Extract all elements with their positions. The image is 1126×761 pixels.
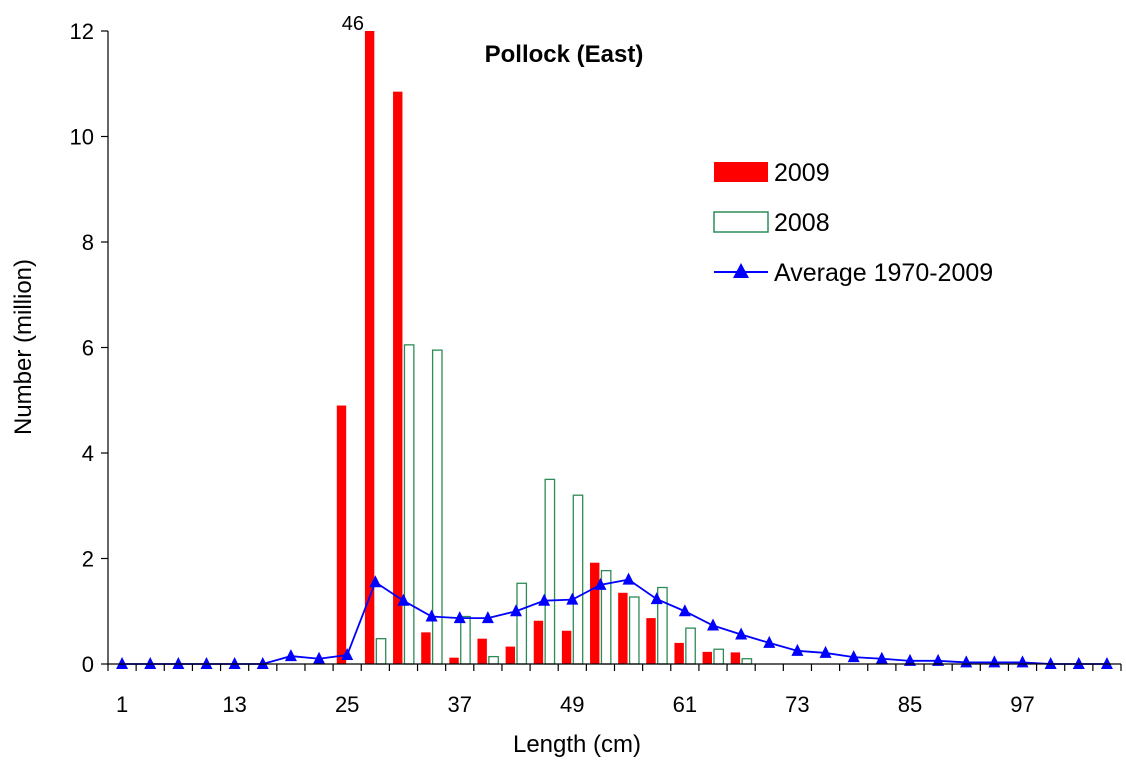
x-tick-label: 1 (116, 692, 128, 717)
y-tick-label: 2 (82, 547, 94, 572)
average-point-triangle-icon (566, 592, 579, 605)
bar-2009 (702, 651, 712, 664)
average-point-triangle-icon (369, 575, 382, 588)
bar-2009 (393, 91, 403, 665)
x-tick-label: 61 (673, 692, 697, 717)
bar-2008 (572, 494, 584, 665)
bar-2008 (516, 582, 528, 665)
ticks: 0 2 4 6 8 10 12 1 13 25 37 49 61 73 85 97 (70, 19, 1122, 717)
bar-2009 (533, 620, 544, 664)
average-point-triangle-icon (341, 648, 354, 661)
bar-2009 (730, 652, 741, 664)
legend-label-2009: 2009 (774, 159, 830, 187)
bar-2009 (364, 31, 375, 664)
average-point-triangle-icon (875, 651, 888, 664)
average-point-triangle-icon (172, 657, 185, 669)
series-2009-bars (336, 31, 741, 665)
average-point-triangle-icon (1016, 655, 1029, 668)
average-point-triangle-icon (622, 572, 635, 585)
bar-2008 (628, 596, 640, 665)
bar-2009 (449, 657, 459, 664)
bar-2008 (460, 615, 471, 665)
x-tick-label: 85 (898, 692, 922, 717)
average-point-triangle-icon (847, 650, 860, 663)
average-point-triangle-icon (538, 593, 551, 606)
average-point-triangle-icon (594, 577, 607, 590)
series-average-line (116, 572, 1113, 669)
legend-label-average: Average 1970-2009 (774, 259, 993, 287)
average-point-triangle-icon (284, 649, 297, 662)
average-point-triangle-icon (819, 645, 832, 658)
y-tick-label: 0 (82, 652, 94, 677)
average-point-triangle-icon (313, 651, 326, 664)
average-point-triangle-icon (1072, 657, 1085, 669)
bar-2009 (646, 618, 656, 664)
bar-2008 (741, 658, 753, 665)
bar-2009 (421, 632, 431, 664)
x-tick-label: 25 (335, 692, 359, 717)
bar-2009 (477, 638, 487, 664)
legend-label-2008: 2008 (774, 209, 830, 237)
average-point-triangle-icon (116, 657, 129, 669)
average-point-triangle-icon (425, 609, 438, 622)
y-tick-label: 4 (82, 441, 94, 466)
x-tick-label: 13 (222, 692, 246, 717)
average-point-triangle-icon (791, 643, 804, 656)
legend-marker-triangle-icon (733, 263, 749, 278)
y-tick-label: 8 (82, 230, 94, 255)
average-point-triangle-icon (481, 611, 494, 624)
chart-title: Pollock (East) (485, 41, 644, 68)
average-point-triangle-icon (453, 611, 466, 624)
x-tick-label: 49 (560, 692, 584, 717)
bar-2009 (336, 405, 347, 664)
bar-2008 (713, 648, 725, 665)
average-point-triangle-icon (397, 593, 410, 606)
y-axis-title: Number (million) (10, 259, 37, 435)
average-point-triangle-icon (256, 657, 269, 669)
y-tick-label: 12 (70, 19, 94, 44)
average-point-triangle-icon (144, 657, 157, 669)
average-point-triangle-icon (763, 635, 776, 648)
series-2008-bars (375, 344, 753, 665)
bar-annotation-46: 46 (342, 13, 364, 35)
legend-swatch-2009 (714, 162, 768, 182)
average-point-triangle-icon (200, 657, 213, 669)
average-point-triangle-icon (1044, 657, 1057, 669)
legend: 2009 2008 Average 1970-2009 (713, 159, 993, 287)
average-point-triangle-icon (932, 653, 945, 666)
x-tick-label: 73 (785, 692, 809, 717)
average-point-triangle-icon (228, 657, 241, 669)
y-tick-label: 6 (82, 336, 94, 361)
bar-2008 (544, 478, 556, 665)
legend-swatch-2008 (713, 211, 769, 233)
bar-2009 (618, 592, 628, 664)
bar-2008 (488, 655, 499, 665)
bar-2008 (375, 638, 387, 665)
average-point-triangle-icon (735, 627, 748, 640)
average-point-triangle-icon (706, 618, 719, 631)
x-axis-title: Length (cm) (513, 731, 641, 758)
bar-2009 (505, 646, 516, 664)
average-line-path (122, 578, 1107, 665)
x-tick-label: 97 (1010, 692, 1034, 717)
average-point-triangle-icon (650, 592, 663, 605)
average-point-triangle-icon (510, 604, 523, 617)
average-point-triangle-icon (1100, 657, 1113, 669)
y-tick-label: 10 (70, 125, 94, 150)
bar-2008 (685, 627, 696, 665)
bar-2009 (590, 562, 600, 664)
average-point-triangle-icon (903, 653, 916, 666)
average-point-triangle-icon (678, 604, 691, 617)
bar-2009 (561, 630, 572, 664)
average-point-triangle-icon (988, 655, 1001, 668)
axes (107, 31, 1121, 665)
bar-2009 (674, 642, 684, 664)
x-tick-label: 37 (447, 692, 471, 717)
bar-2008 (403, 344, 415, 665)
